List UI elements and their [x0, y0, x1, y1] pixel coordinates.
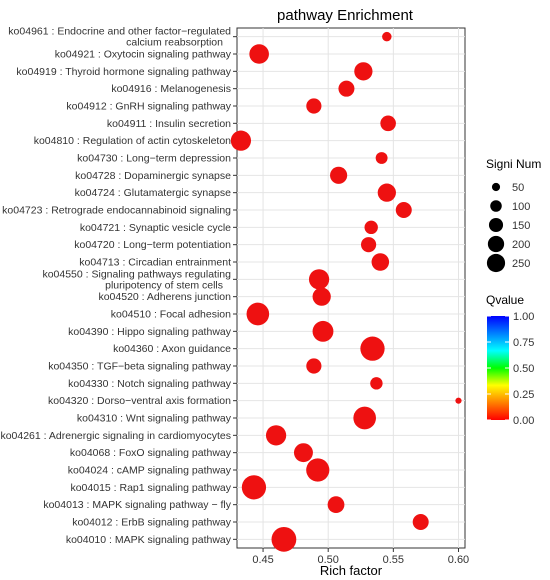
data-point [312, 320, 334, 342]
size-legend-key [491, 182, 501, 192]
y-tick-label: ko04015 : Rap1 signaling pathway [70, 482, 231, 494]
data-point [249, 44, 269, 64]
y-tick-label: ko04961 : Endocrine and other factor−reg… [8, 26, 231, 49]
y-tick-label: ko04721 : Synaptic vesicle cycle [80, 222, 231, 234]
plot-panel [236, 27, 466, 549]
y-tick-label: ko04350 : TGF−beta signaling pathway [48, 361, 232, 373]
x-tick-label: 0.50 [317, 554, 338, 566]
data-point [455, 397, 462, 404]
data-point [241, 475, 267, 500]
y-tick-label: ko04921 : Oxytocin signaling pathway [55, 49, 232, 61]
y-tick-label: ko04724 : Glutamatergic synapse [75, 187, 232, 199]
data-point [360, 237, 377, 253]
data-point [382, 31, 392, 42]
size-legend-key [486, 253, 506, 273]
qvalue-legend-title: Qvalue [486, 293, 524, 307]
y-tick-label: ko04390 : Hippo signaling pathway [68, 326, 232, 338]
x-tick-label: 0.45 [252, 554, 273, 566]
y-tick-label: ko04723 : Retrograde endocannabinoid sig… [2, 205, 231, 217]
qvalue-tick-label: 0.00 [513, 415, 534, 427]
size-legend-label: 100 [512, 201, 530, 213]
y-tick-label: ko04360 : Axon guidance [113, 343, 231, 355]
y-tick-label: ko04330 : Notch signaling pathway [68, 378, 232, 390]
data-point [371, 253, 390, 271]
x-axis: 0.45 0.50 0.55 0.60 [252, 548, 469, 566]
data-point [230, 130, 252, 151]
data-point [377, 183, 396, 202]
y-tick-label: ko04310 : Wnt signaling pathway [77, 413, 232, 425]
data-point [246, 302, 270, 326]
size-legend-label: 150 [512, 220, 530, 232]
y-tick-label: ko04730 : Long−term depression [77, 153, 231, 165]
data-point [395, 202, 412, 218]
qvalue-tick-label: 1.00 [513, 311, 534, 323]
y-axis-labels: ko04961 : Endocrine and other factor−reg… [0, 26, 237, 546]
qvalue-tick-label: 0.25 [513, 389, 534, 401]
y-tick-label: ko04720 : Long−term potentiation [74, 239, 231, 251]
y-tick-label: ko04012 : ErbB signaling pathway [72, 517, 232, 529]
qvalue-tick-label: 0.75 [513, 337, 534, 349]
y-tick-label: ko04068 : FoxO signaling pathway [70, 447, 232, 459]
y-tick-label: ko04550 : Signaling pathways regulating p… [42, 268, 231, 291]
x-axis-title: Rich factor [320, 563, 383, 578]
y-tick-label: ko04916 : Melanogenesis [111, 83, 231, 95]
data-point [312, 287, 331, 306]
data-points [230, 31, 462, 552]
size-legend-key [487, 235, 505, 253]
data-point [327, 496, 345, 514]
size-legend-key [490, 200, 502, 212]
data-point [306, 458, 330, 482]
y-tick-label: ko04810 : Regulation of actin cytoskelet… [34, 135, 231, 147]
size-legend-label: 200 [512, 239, 530, 251]
size-legend-title: Signi Num [486, 157, 541, 171]
size-legend-label: 50 [512, 182, 524, 194]
y-tick-label: ko04024 : cAMP signaling pathway [68, 465, 232, 477]
data-point [308, 269, 330, 290]
data-point [375, 152, 388, 164]
y-tick-label: ko04261 : Adrenergic signaling in cardio… [0, 430, 231, 442]
data-point [330, 166, 348, 184]
y-tick-label: ko04013 : MAPK signaling pathway − fly [43, 499, 231, 511]
y-tick-label: ko04911 : Insulin secretion [107, 118, 231, 130]
data-point [412, 514, 429, 530]
qvalue-colorbar [487, 316, 509, 420]
qvalue-tick-label: 0.50 [513, 363, 534, 375]
data-point [360, 336, 385, 361]
data-point [306, 98, 322, 114]
size-legend: Signi Num 50 100 150 200 250 [486, 157, 541, 273]
data-point [271, 526, 297, 552]
chart-title: pathway Enrichment [277, 7, 414, 24]
y-tick-label: ko04010 : MAPK signaling pathway [66, 534, 232, 546]
y-tick-label: ko04713 : Circadian entrainment [79, 257, 231, 269]
data-point [370, 377, 383, 390]
x-tick-label: 0.55 [383, 554, 404, 566]
data-point [306, 358, 322, 374]
data-point [364, 220, 378, 235]
y-tick-label: ko04510 : Focal adhesion [111, 309, 231, 321]
y-tick-label: ko04912 : GnRH signaling pathway [66, 101, 231, 113]
y-tick-label: ko04728 : Dopaminergic synapse [75, 170, 231, 182]
qvalue-legend: Qvalue 1.00 0.75 0.50 0.25 0.00 [486, 293, 534, 427]
y-tick-label: ko04919 : Thyroid hormone signaling path… [16, 66, 231, 78]
data-point [338, 80, 355, 97]
data-point [353, 406, 376, 430]
x-tick-label: 0.60 [448, 554, 469, 566]
data-point [293, 443, 313, 463]
y-tick-label: ko04520 : Adherens junction [98, 291, 231, 303]
data-point [380, 115, 396, 132]
size-legend-label: 250 [512, 258, 530, 270]
size-legend-key [488, 217, 504, 233]
grid-layer [237, 28, 465, 548]
y-tick-label: ko04320 : Dorso−ventral axis formation [48, 395, 231, 407]
data-point [265, 425, 287, 446]
data-point [354, 62, 373, 81]
